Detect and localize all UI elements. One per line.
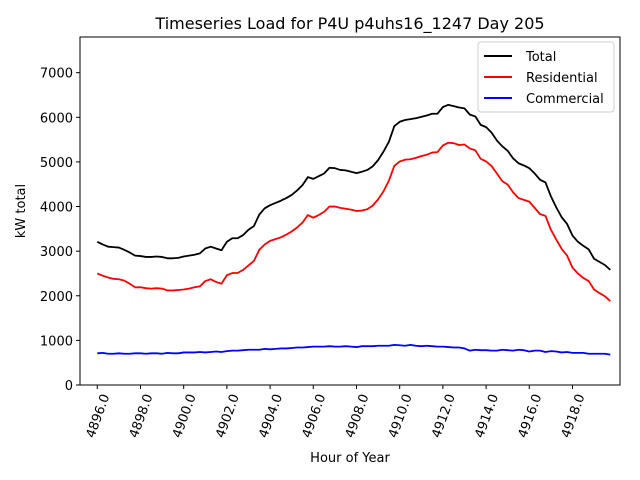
- y-tick-label: 0: [65, 379, 73, 394]
- y-axis-label: kW total: [14, 184, 29, 238]
- y-tick-label: 7000: [40, 67, 73, 82]
- x-axis-label: Hour of Year: [310, 451, 390, 466]
- y-axis-ticks: 0 1000 2000 3000 4000 5000 6000 7000: [40, 67, 80, 394]
- series-line-commercial: [97, 343, 611, 356]
- series-line-total: [96, 103, 611, 271]
- y-tick-label: 3000: [40, 245, 73, 260]
- y-tick-label: 1000: [40, 334, 73, 349]
- series-layer: [96, 103, 611, 356]
- legend-label-commercial: Commercial: [526, 92, 604, 107]
- legend-label-residential: Residential: [526, 71, 598, 86]
- series-line-residential: [96, 141, 611, 302]
- chart-title: Timeseries Load for P4U p4uhs16_1247 Day…: [154, 14, 544, 34]
- legend-box: [477, 41, 615, 113]
- y-tick-label: 4000: [40, 201, 73, 216]
- y-tick-label: 2000: [40, 290, 73, 305]
- legend-label-total: Total: [525, 50, 556, 65]
- y-tick-label: 6000: [40, 111, 73, 126]
- plot-frame: [79, 36, 621, 386]
- y-tick-label: 5000: [40, 156, 73, 171]
- legend-entries: Total Residential Commercial: [484, 50, 604, 107]
- legend: Total Residential Commercial: [477, 41, 615, 113]
